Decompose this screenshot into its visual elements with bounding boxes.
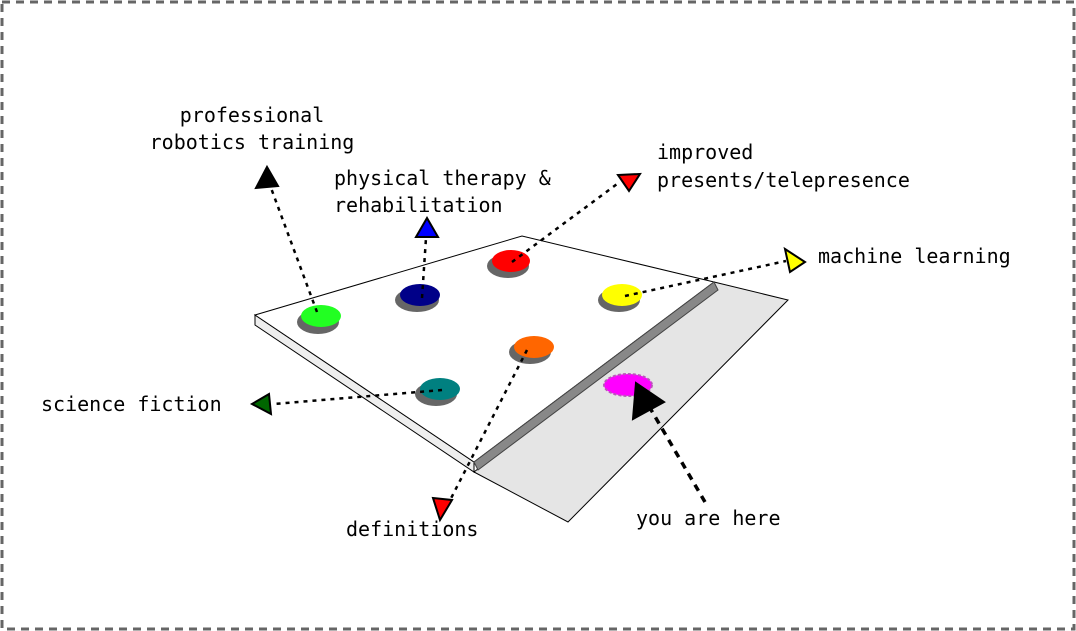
arrow-definitions-icon (431, 496, 454, 523)
label-rehabilitation: rehabilitation (334, 193, 503, 217)
arrow-science-fiction-icon (249, 392, 273, 416)
line-science-fiction (273, 388, 443, 406)
arrow-machine-learning-icon (783, 246, 807, 274)
arrow-you-are-here-icon (631, 381, 666, 421)
label-science-fiction: science fiction (41, 392, 222, 416)
label-professional: professional (180, 103, 325, 127)
label-machine-learning: machine learning (818, 244, 1011, 268)
line-physical-therapy (420, 237, 428, 299)
arrow-physical-therapy-icon (414, 216, 440, 238)
label-definitions: definitions (346, 517, 478, 541)
line-improved-presence (511, 182, 618, 264)
robot-yellow (598, 284, 642, 312)
robot-navy (395, 284, 440, 312)
robot-green (297, 305, 341, 334)
arrow-improved-presence-icon (616, 172, 642, 193)
line-machine-learning (624, 259, 787, 298)
label-improved: improved (657, 140, 753, 164)
arrow-robotics-training-icon (254, 164, 280, 190)
robot-orange (509, 336, 554, 364)
line-robotics-training (269, 187, 319, 313)
connector-lines (269, 182, 787, 513)
label-robotics-training: robotics training (150, 130, 355, 154)
line-definitions (442, 349, 529, 513)
line-you-are-here (648, 407, 707, 503)
table-rail (473, 281, 719, 471)
label-telepresence: presents/telepresence (657, 168, 910, 192)
label-you-are-here: you are here (636, 506, 781, 530)
label-physical-therapy: physical therapy & (334, 166, 551, 190)
